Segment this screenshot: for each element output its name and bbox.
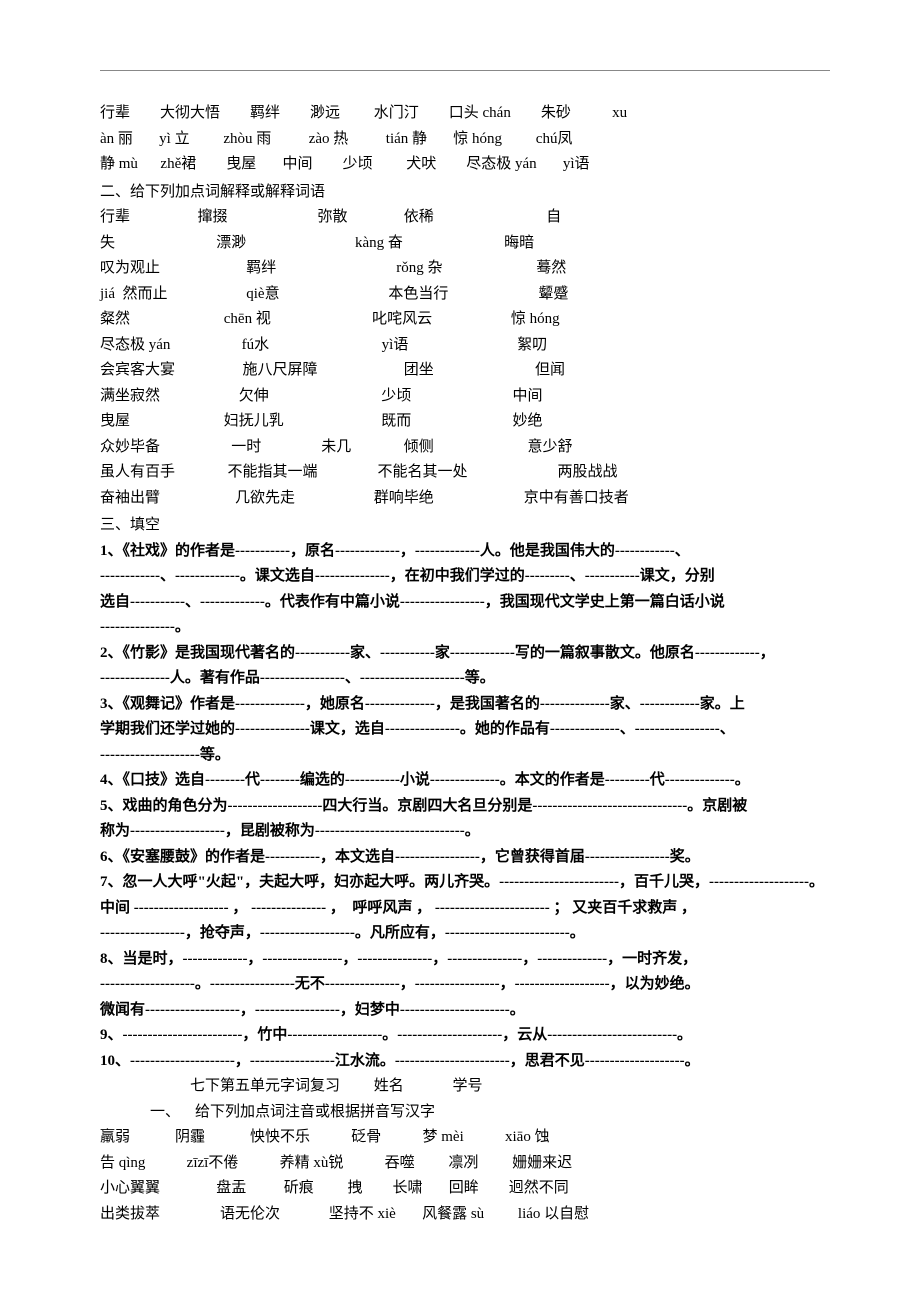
q8-line2: -------------------。-----------------无不-… xyxy=(100,972,830,998)
unit5-row3: 小心翼翼 盘盂 斫痕 拽 长啸 回眸 迥然不同 xyxy=(100,1176,830,1202)
row-14: 众妙毕备 一时 未几 倾侧 意少舒 xyxy=(100,435,830,461)
unit5-row4: 出类拔萃 语无伦次 坚持不 xiè 风餐露 sù liáo 以自慰 xyxy=(100,1202,830,1228)
q6-line1: 6、《安塞腰鼓》的作者是-----------，本文选自------------… xyxy=(100,845,830,871)
unit5-row1: 羸弱 阴霾 怏怏不乐 砭骨 梦 mèi xiāo 蚀 xyxy=(100,1125,830,1151)
q1-line1: 1、《社戏》的作者是-----------，原名-------------，--… xyxy=(100,539,830,565)
row-15: 虽人有百手 不能指其一端 不能名其一处 两股战战 xyxy=(100,460,830,486)
q8-line3: 微闻有-------------------，-----------------… xyxy=(100,998,830,1024)
section-3-heading: 三、填空 xyxy=(100,513,830,539)
q3-line1: 3、《观舞记》作者是--------------，她原名------------… xyxy=(100,692,830,718)
q7-line2: 中间 ------------------- ， ---------------… xyxy=(100,896,830,922)
q1-line2: ------------、-------------。课文选自---------… xyxy=(100,564,830,590)
q2-line1: 2、《竹影》是我国现代著名的-----------家、-----------家-… xyxy=(100,641,830,667)
row-13: 曳屋 妇抚儿乳 既而 妙绝 xyxy=(100,409,830,435)
q2-line2: --------------人。著有作品-----------------、--… xyxy=(100,666,830,692)
row-9: 粲然 chēn 视 叱咤风云 惊 hóng xyxy=(100,307,830,333)
q3-line2: 学期我们还学过她的---------------课文，选自-----------… xyxy=(100,717,830,743)
row-11: 会宾客大宴 施八尺屏障 团坐 但闻 xyxy=(100,358,830,384)
row-6: 失 漂渺 kàng 奋 晦暗 xyxy=(100,231,830,257)
unit5-subheading: 一、 给下列加点词注音或根据拼音写汉字 xyxy=(100,1100,830,1126)
q3-line3: --------------------等。 xyxy=(100,743,830,769)
row-7: 叹为观止 羁绊 rǒng 杂 蓦然 xyxy=(100,256,830,282)
row-12: 满坐寂然 欠伸 少顷 中间 xyxy=(100,384,830,410)
q1-line3: 选自-----------、-------------。代表作有中篇小说----… xyxy=(100,590,830,616)
row-16: 奋袖出臂 几欲先走 群响毕绝 京中有善口技者 xyxy=(100,486,830,512)
row-3: 静 mù zhě裙 曳屋 中间 少顷 犬吠 尽态极 yán yì语 xyxy=(100,152,830,178)
row-1: 行辈 大彻大悟 羁绊 渺远 水门汀 口头 chán 朱砂 xu xyxy=(100,101,830,127)
q4-line1: 4、《口技》选自--------代--------编选的-----------小… xyxy=(100,768,830,794)
row-2: àn 丽 yì 立 zhòu 雨 zào 热 tián 静 惊 hóng chú… xyxy=(100,127,830,153)
row-8: jiá 然而止 qiè意 本色当行 颦蹙 xyxy=(100,282,830,308)
q8-line1: 8、当是时，-------------，----------------，---… xyxy=(100,947,830,973)
q1-line4: ---------------。 xyxy=(100,615,830,641)
q7-line3: -----------------，抢夺声，------------------… xyxy=(100,921,830,947)
q9-line1: 9、------------------------，竹中-----------… xyxy=(100,1023,830,1049)
unit5-row2: 告 qìng zīzī不倦 养精 xù锐 吞噬 凛冽 姗姗来迟 xyxy=(100,1151,830,1177)
q7-line1: 7、忽一人大呼"火起"，夫起大呼，妇亦起大呼。两儿齐哭。------------… xyxy=(100,870,830,896)
row-5: 行辈 撺掇 弥散 依稀 自 xyxy=(100,205,830,231)
q5-line2: 称为-------------------，昆剧被称为-------------… xyxy=(100,819,830,845)
section-2-heading: 二、给下列加点词解释或解释词语 xyxy=(100,180,830,206)
q5-line1: 5、戏曲的角色分为-------------------四大行当。京剧四大名旦分… xyxy=(100,794,830,820)
top-rule xyxy=(100,70,830,71)
unit5-title: 七下第五单元字词复习 姓名 学号 xyxy=(100,1074,830,1100)
row-10: 尽态极 yán fú水 yì语 絮叨 xyxy=(100,333,830,359)
q10-line1: 10、---------------------，---------------… xyxy=(100,1049,830,1075)
